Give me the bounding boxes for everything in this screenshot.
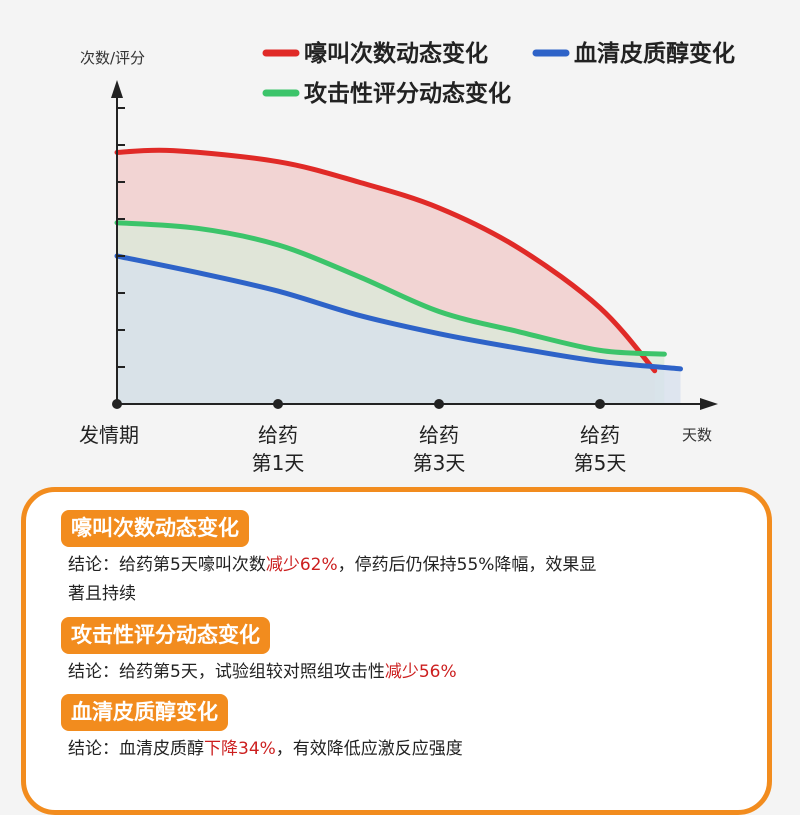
y-axis-label: 次数/评分 xyxy=(80,49,145,67)
conclusion-howl-text-post: ，停药后仍保持55%降幅，效果显 xyxy=(337,555,597,575)
x-axis-label: 天数 xyxy=(682,426,712,444)
conclusion-howl: 结论：给药第5天嚎叫次数减少62%，停药后仍保持55%降幅，效果显 著且持续 xyxy=(68,551,748,609)
conclusion-cortisol-text-post: ，有效降低应激反应强度 xyxy=(275,739,463,759)
y-axis-arrow xyxy=(111,80,123,98)
x-tick-label: 给药第5天 xyxy=(574,423,627,475)
conclusion-howl-highlight: 减少62% xyxy=(265,555,338,575)
x-tick-label: 给药第3天 xyxy=(413,423,466,475)
series-line-aggression xyxy=(114,220,667,357)
legend-item-howl: 嚎叫次数动态变化 xyxy=(262,40,488,67)
x-tick-label: 给药第1天 xyxy=(252,423,305,475)
area-fills xyxy=(117,150,681,404)
section-title-cortisol: 血清皮质醇变化 xyxy=(61,694,228,731)
series-lines xyxy=(114,147,683,374)
x-axis-arrow xyxy=(700,398,718,410)
conclusion-aggression-text: 结论：给药第5天，试验组较对照组攻击性 xyxy=(68,662,385,682)
line-chart: 发情期 给药第1天 给药第3天 给药第5天 次数/评分 天数 嚎叫次数动态变化 血清皮… xyxy=(79,40,735,475)
legend-item-cortisol: 血清皮质醇变化 xyxy=(532,40,735,67)
x-tick-label: 发情期 xyxy=(79,423,139,447)
conclusion-howl-line1: 结论：给药第5天嚎叫次数减少62%，停药后仍保持55%降幅，效果显 xyxy=(68,551,748,580)
x-tick-dot xyxy=(112,399,122,409)
legend-label-howl: 嚎叫次数动态变化 xyxy=(304,40,488,67)
conclusion-aggression-highlight: 减少56% xyxy=(384,662,457,682)
legend-label-cortisol: 血清皮质醇变化 xyxy=(574,40,735,67)
legend: 嚎叫次数动态变化 血清皮质醇变化 攻击性评分动态变化 xyxy=(262,40,735,107)
legend-item-aggression: 攻击性评分动态变化 xyxy=(262,80,511,107)
series-line-cortisol xyxy=(114,253,683,372)
y-ticks xyxy=(117,107,125,368)
conclusion-cortisol-highlight: 下降34% xyxy=(204,739,276,759)
section-title-howl: 嚎叫次数动态变化 xyxy=(61,510,249,547)
area-fill-cortisol xyxy=(117,256,681,404)
conclusion-aggression: 结论：给药第5天，试验组较对照组攻击性减少56% xyxy=(68,658,748,687)
x-tick-dot xyxy=(273,399,283,409)
conclusion-cortisol-line1: 结论：血清皮质醇下降34%，有效降低应激反应强度 xyxy=(68,735,748,764)
legend-label-aggression: 攻击性评分动态变化 xyxy=(304,80,511,107)
series-line-howl xyxy=(114,147,658,374)
x-tick-dot xyxy=(595,399,605,409)
conclusion-howl-text: 结论：给药第5天嚎叫次数 xyxy=(68,555,266,575)
x-tick-dot xyxy=(434,399,444,409)
conclusion-howl-line2: 著且持续 xyxy=(68,584,136,604)
x-ticks: 发情期 给药第1天 给药第3天 给药第5天 xyxy=(79,399,626,475)
conclusion-aggression-line1: 结论：给药第5天，试验组较对照组攻击性减少56% xyxy=(68,658,748,687)
conclusion-cortisol: 结论：血清皮质醇下降34%，有效降低应激反应强度 xyxy=(68,735,748,764)
conclusion-cortisol-text: 结论：血清皮质醇 xyxy=(68,739,204,759)
section-title-aggression: 攻击性评分动态变化 xyxy=(61,617,270,654)
